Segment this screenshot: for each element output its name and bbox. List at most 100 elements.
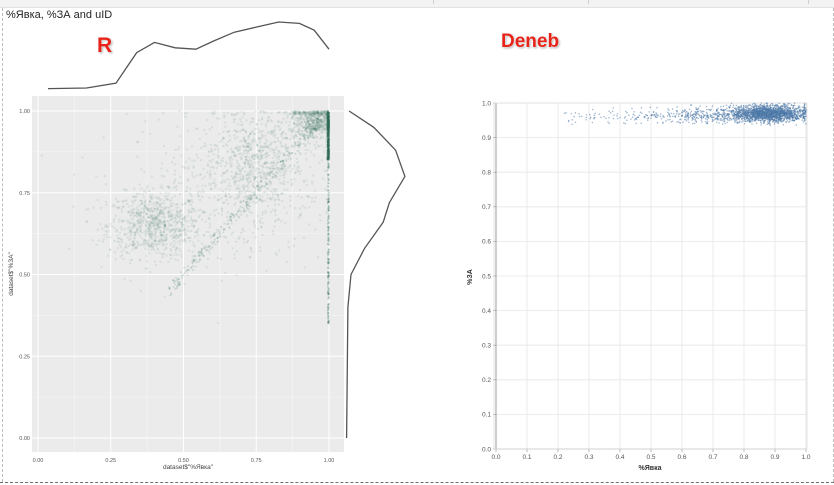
r-data-point [210,150,213,153]
r-data-point [114,205,117,208]
r-data-point [223,114,226,118]
r-data-point [142,211,145,214]
r-data-point [297,166,301,169]
r-data-point [182,203,185,206]
r-data-point [218,230,221,233]
r-data-point [327,179,330,181]
r-data-point [290,145,293,148]
r-data-point [265,152,268,155]
r-data-point [146,213,149,216]
r-data-point [242,184,245,187]
r-data-point [300,133,303,136]
deneb-data-point [799,111,802,114]
r-data-point [154,239,158,242]
r-y-tick-label: 0.25 [19,354,30,360]
r-data-point [247,189,250,193]
deneb-data-point [790,109,793,112]
r-data-point [232,150,235,154]
r-data-point [150,196,153,199]
r-data-point [151,230,155,233]
r-data-point [136,155,139,158]
r-data-point [276,161,279,164]
r-data-point [165,233,169,236]
r-data-point [144,234,147,238]
r-data-point [226,150,229,153]
r-data-point [103,234,106,237]
r-data-point [251,169,254,172]
r-data-point [189,210,193,214]
r-data-point [105,235,109,239]
r-data-point [140,211,143,214]
r-data-point [196,234,200,237]
r-data-point [255,123,259,126]
r-data-point [234,171,238,174]
r-data-point [142,242,146,246]
r-data-point [327,319,330,322]
r-data-point [163,252,166,256]
r-data-point [216,154,220,157]
r-data-point [156,247,159,250]
r-data-point [265,177,268,180]
r-data-point [190,224,193,227]
r-data-point [245,204,248,207]
r-data-point [258,194,261,197]
r-data-point [252,166,255,169]
r-data-point [195,153,198,156]
r-data-point [171,217,174,221]
r-data-point [293,178,296,181]
r-data-point [160,252,163,255]
r-data-point [149,224,152,227]
r-data-point [249,148,252,151]
r-data-point [162,213,165,216]
r-data-point [235,219,238,222]
r-data-point [153,207,157,211]
r-y-tick-label: 0.50 [19,273,30,279]
r-data-point [91,239,95,242]
r-data-point [180,217,184,221]
deneb-data-point [735,104,738,107]
r-data-point [319,118,322,121]
r-data-point [277,120,280,123]
r-data-point [249,149,252,152]
r-data-point [183,215,186,218]
r-data-point [225,177,229,181]
r-data-point [253,155,256,158]
r-data-point [175,212,179,215]
r-data-point [147,216,150,219]
r-data-point [157,239,160,242]
r-data-point [154,216,157,219]
r-data-point [275,167,279,170]
r-data-point [234,172,237,175]
r-data-point [166,198,169,201]
r-data-point [142,189,146,192]
r-data-point [299,169,303,173]
r-data-point [124,245,127,249]
r-data-point [151,232,154,236]
r-data-point [175,185,178,188]
r-data-point [183,112,186,115]
deneb-data-point [776,108,779,110]
r-data-point [293,121,296,125]
r-data-point [260,116,264,120]
r-data-point [129,234,132,237]
r-data-point [40,154,43,157]
r-data-point [242,196,245,199]
r-data-point [214,243,217,246]
r-data-point [167,227,170,231]
r-data-point [150,214,153,217]
r-data-point [192,243,195,247]
deneb-data-point [760,124,762,126]
r-data-point [194,265,197,268]
top-bar-divider [433,0,434,4]
r-data-point [165,238,169,241]
r-data-point [163,248,166,251]
r-data-point [213,214,217,217]
r-data-point [243,140,247,143]
r-data-point [148,225,151,228]
r-data-point [103,174,107,178]
r-data-point [255,201,259,204]
r-data-point [232,180,235,184]
r-data-point [137,212,140,215]
r-data-point [157,195,160,199]
r-data-point [147,233,150,236]
